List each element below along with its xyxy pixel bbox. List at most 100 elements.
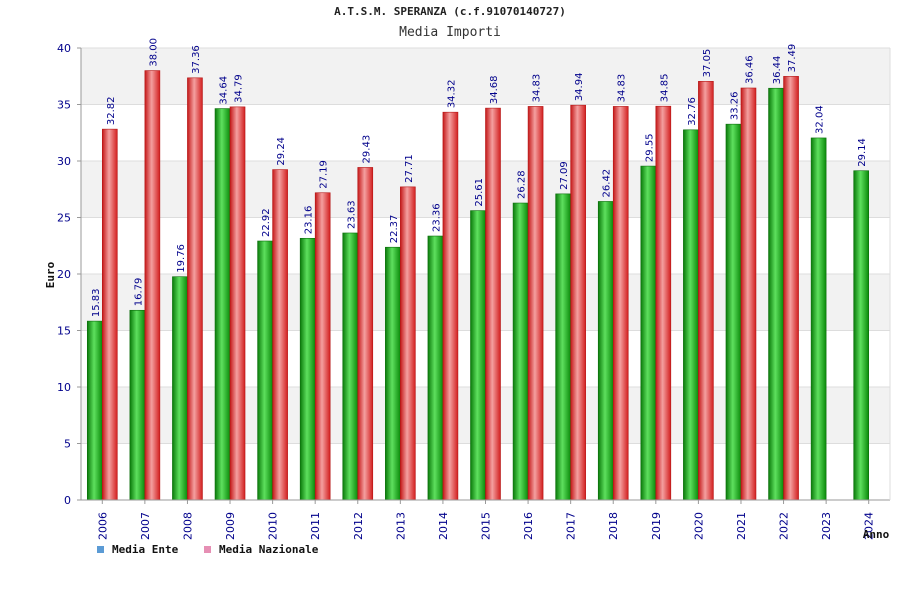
data-label: 27.19	[319, 160, 330, 189]
data-label: 37.36	[191, 45, 202, 74]
legend-label-ente: Media Ente	[112, 543, 179, 556]
bar-ente	[853, 170, 870, 501]
bar-nazionale	[144, 70, 161, 501]
bar-ente	[470, 210, 486, 501]
x-tick-label: 2012	[352, 512, 365, 540]
data-label: 23.36	[431, 203, 442, 232]
bar-nazionale	[272, 169, 288, 501]
x-tick-label: 2017	[565, 512, 578, 540]
data-label: 25.61	[474, 178, 485, 207]
bar-ente	[129, 309, 146, 501]
bar-nazionale	[570, 104, 586, 501]
data-label: 27.09	[559, 161, 570, 190]
x-axis-label: Anno	[863, 528, 890, 541]
x-tick-label: 2009	[224, 512, 237, 540]
data-label: 36.44	[772, 56, 783, 85]
y-tick-label: 15	[57, 325, 71, 338]
data-label: 34.83	[617, 74, 628, 103]
data-label: 37.49	[787, 44, 798, 73]
bar-nazionale	[101, 128, 118, 501]
bar-nazionale	[527, 106, 544, 501]
x-tick-label: 2008	[181, 512, 194, 540]
bar-nazionale	[698, 81, 714, 501]
data-label: 34.68	[489, 75, 500, 104]
x-tick-label: 2018	[607, 512, 620, 540]
x-tick-label: 2016	[522, 512, 535, 540]
data-label: 23.63	[346, 200, 357, 229]
data-label: 33.26	[729, 92, 740, 121]
bar-nazionale	[740, 87, 757, 501]
x-tick-label: 2024	[863, 512, 876, 540]
y-tick-label: 20	[57, 268, 71, 281]
chart-subtitle: Media Importi	[399, 25, 501, 40]
legend-swatch-ente	[97, 546, 104, 553]
x-tick-label: 2015	[480, 512, 493, 540]
bar-nazionale	[357, 167, 374, 501]
legend-swatch-nazionale	[204, 546, 211, 553]
data-label: 38.00	[148, 38, 159, 67]
data-label: 34.64	[219, 76, 230, 105]
bar-ente	[257, 240, 273, 501]
bar-ente	[385, 246, 401, 501]
bar-ente	[299, 237, 316, 501]
x-tick-label: 2006	[96, 512, 109, 540]
bar-nazionale	[485, 107, 501, 501]
data-label: 34.32	[446, 80, 457, 109]
y-tick-label: 5	[64, 438, 71, 451]
data-label: 32.82	[106, 96, 117, 125]
y-axis-label: Euro	[44, 261, 57, 288]
bar-nazionale	[783, 76, 799, 501]
bar-nazionale	[655, 105, 672, 501]
data-label: 26.42	[602, 169, 613, 198]
bar-ente	[555, 193, 571, 501]
bar-ente	[597, 201, 614, 501]
bar-nazionale	[229, 106, 246, 501]
bar-ente	[214, 108, 231, 501]
x-tick-label: 2013	[394, 512, 407, 540]
x-tick-label: 2011	[309, 512, 322, 540]
chart-title: A.T.S.M. SPERANZA (c.f.91070140727)	[334, 5, 566, 18]
data-label: 32.04	[815, 105, 826, 134]
legend-item-ente: Media Ente	[97, 543, 178, 556]
data-label: 29.55	[644, 133, 655, 162]
x-tick-label: 2021	[735, 512, 748, 540]
bar-ente	[427, 235, 444, 501]
y-tick-label: 35	[57, 99, 71, 112]
x-tick-label: 2020	[692, 512, 705, 540]
y-tick-label: 10	[57, 381, 71, 394]
bar-ente	[725, 123, 742, 501]
data-label: 23.16	[304, 206, 315, 235]
data-label: 29.24	[276, 137, 287, 166]
bar-ente	[768, 87, 784, 501]
legend-label-nazionale: Media Nazionale	[219, 543, 319, 556]
data-label: 37.05	[702, 49, 713, 78]
y-tick-label: 0	[64, 494, 71, 507]
data-label: 26.28	[517, 170, 528, 199]
legend-item-nazionale: Media Nazionale	[204, 543, 318, 556]
data-label: 29.43	[361, 135, 372, 164]
bar-nazionale	[187, 77, 203, 501]
data-label: 22.92	[261, 208, 272, 237]
bar-ente	[640, 165, 657, 501]
bar-nazionale	[400, 186, 416, 501]
data-label: 16.79	[133, 278, 144, 307]
y-tick-label: 30	[57, 155, 71, 168]
x-tick-label: 2010	[267, 512, 280, 540]
bar-nazionale	[612, 106, 629, 501]
data-label: 29.14	[857, 138, 868, 167]
bar-ente	[342, 232, 359, 501]
y-tick-label: 25	[57, 212, 71, 225]
bar-ente	[172, 276, 188, 501]
data-label: 32.76	[687, 97, 698, 126]
x-tick-label: 2022	[778, 512, 791, 540]
data-label: 34.83	[532, 74, 543, 103]
x-tick-label: 2023	[820, 512, 833, 540]
data-label: 36.46	[744, 55, 755, 84]
bar-nazionale	[314, 192, 331, 501]
bar-nazionale	[442, 111, 459, 501]
data-label: 15.83	[91, 288, 102, 317]
data-label: 27.71	[404, 154, 415, 183]
x-tick-label: 2007	[139, 512, 152, 540]
bar-ente	[683, 129, 699, 501]
x-tick-label: 2019	[650, 512, 663, 540]
